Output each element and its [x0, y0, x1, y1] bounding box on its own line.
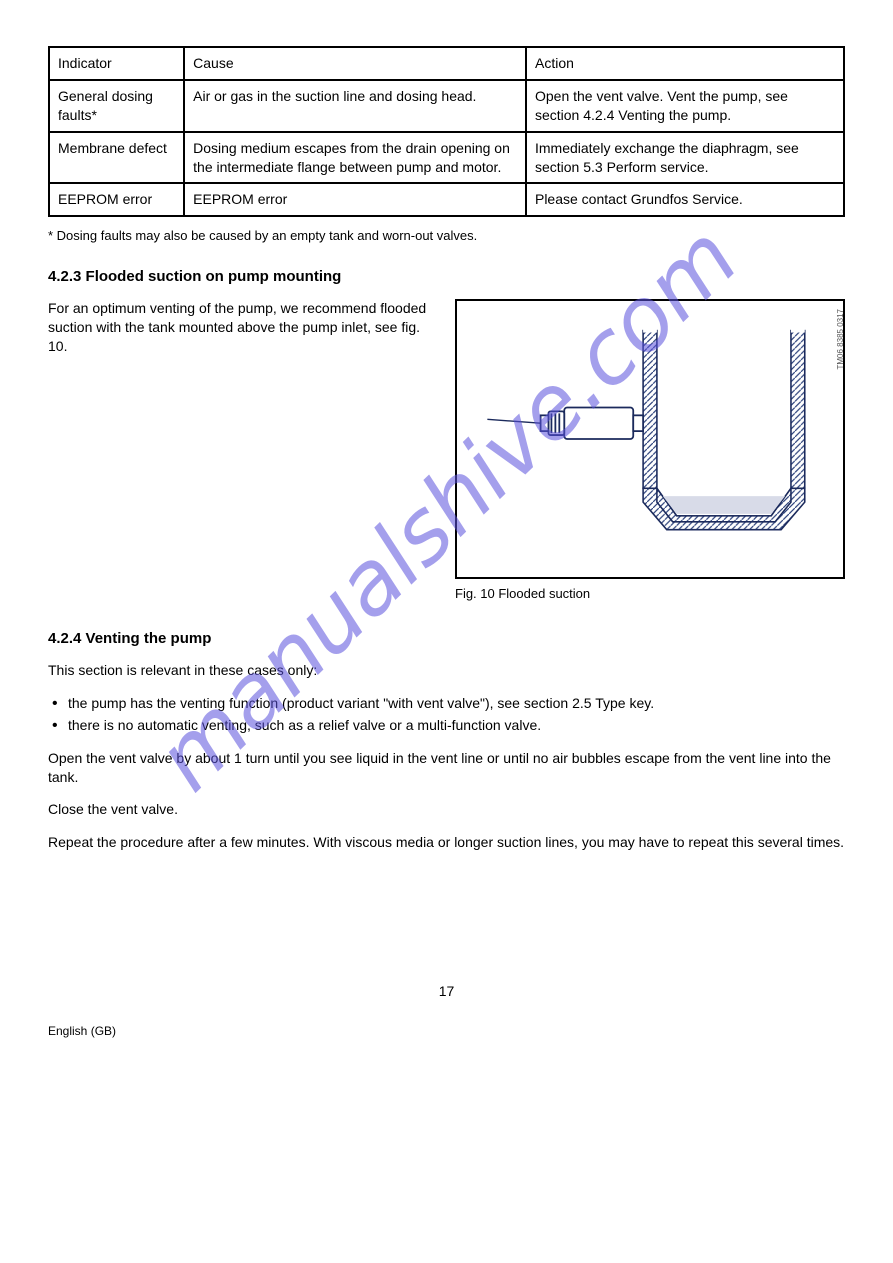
table-cell: Air or gas in the suction line and dosin… — [184, 80, 526, 132]
vent-para: Open the vent valve by about 1 turn unti… — [48, 749, 845, 787]
table-cell: General dosing faults* — [49, 80, 184, 132]
list-item: the pump has the venting function (produ… — [48, 694, 845, 713]
vent-para: Repeat the procedure after a few minutes… — [48, 833, 845, 852]
table-cell: EEPROM error — [49, 183, 184, 216]
table-row: Membrane defect Dosing medium escapes fr… — [49, 132, 844, 184]
vent-intro: This section is relevant in these cases … — [48, 661, 845, 680]
section-title-mount: 4.2.3 Flooded suction on pump mounting — [48, 267, 845, 287]
table-footnote: * Dosing faults may also be caused by an… — [48, 227, 845, 245]
table-row: General dosing faults* Air or gas in the… — [49, 80, 844, 132]
figure-box: Fig. 10 Flooded suction TM06 8385 0317 — [455, 299, 845, 603]
table-cell: Immediately exchange the diaphragm, see … — [526, 132, 844, 184]
vent-para: Close the vent valve. — [48, 800, 845, 819]
table-cell: Please contact Grundfos Service. — [526, 183, 844, 216]
mount-para: For an optimum venting of the pump, we r… — [48, 299, 433, 356]
table-cell: Dosing medium escapes from the drain ope… — [184, 132, 526, 184]
figure-code: TM06 8385 0317 — [836, 309, 847, 370]
table-header: Cause — [184, 47, 526, 80]
table-header: Action — [526, 47, 844, 80]
flooded-suction-diagram — [457, 301, 843, 577]
page-number: 17 — [48, 982, 845, 1001]
table-header: Indicator — [49, 47, 184, 80]
vent-cases-list: the pump has the venting function (produ… — [48, 694, 845, 735]
table-row: EEPROM error EEPROM error Please contact… — [49, 183, 844, 216]
figure-caption: Fig. 10 Flooded suction — [455, 585, 590, 603]
table-cell: Open the vent valve. Vent the pump, see … — [526, 80, 844, 132]
table-cell: EEPROM error — [184, 183, 526, 216]
section-title-vent: 4.2.4 Venting the pump — [48, 629, 845, 649]
figure-frame — [455, 299, 845, 579]
list-item: there is no automatic venting, such as a… — [48, 716, 845, 735]
table-cell: Membrane defect — [49, 132, 184, 184]
footer-left: English (GB) — [48, 1023, 116, 1039]
fault-table: Indicator Cause Action General dosing fa… — [48, 46, 845, 217]
